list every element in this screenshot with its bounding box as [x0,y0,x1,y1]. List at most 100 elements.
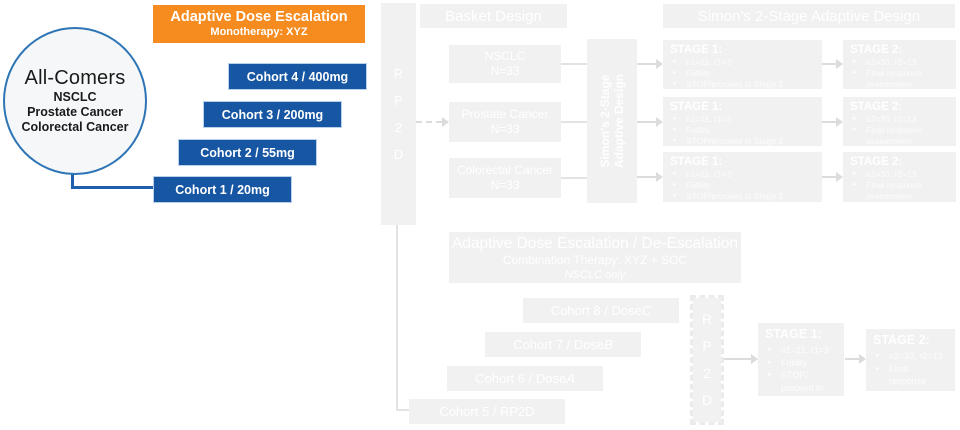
arrow-stage1-stage2-bottom [845,354,866,364]
circle-line-colorectal: Colorectal Cancer [21,120,129,134]
stage-bullet: n1=11, r1=3 [686,114,732,124]
cohort-6-box: Cohort 6 / Dose A [447,366,603,391]
stage1-box-bottom: STAGE 1: ► n1=11, r1=3 ► Futility ► STOP/ p… [758,323,844,405]
rp2d-letter: D [393,147,404,162]
bullet-triangle-icon: ► [852,70,858,76]
monotherapy-header: Adaptive Dose Escalation Monotherapy: XY… [153,5,365,43]
arrow-stage1-stage2-row1 [822,59,843,69]
stage2-box-row2: STAGE 2: ► n2=33, r2=13 ► Final response a… [843,97,956,146]
cohort-dose-letter: B [604,337,613,352]
stage1-box-row3: STAGE 1: ► n1=11, r1=3 ► Futility ► STOP/pr… [663,152,822,202]
cohort-label: Cohort 5 / RP2D [439,404,535,419]
stage-bullet: STOP/proceed to Stage 2 [686,79,784,89]
bullet-triangle-icon: ► [852,127,858,133]
cohort-7-box: Cohort 7 / Dose B [485,332,641,357]
cohort-4-box: Cohort 4 / 400mg [228,63,367,90]
bullet-triangle-icon: ► [875,353,881,359]
stage1-box-row2: STAGE 1: ► n1=11, r1=3 ► Futility ► STOP/pr… [663,97,822,146]
rp2d-letter: R [701,311,713,327]
stage2-box-bottom: STAGE 2: ► n2=33, r2=13 ► Final response a… [866,329,955,399]
monotherapy-title: Adaptive Dose Escalation [170,9,348,25]
arrow-stage1-stage2-row2 [822,117,843,127]
arrow-rp2d-to-arms [416,117,449,127]
circle-title: All-Comers [24,67,126,89]
stage-bullet: STOP/proceed to Stage 2 [686,191,784,201]
bullet-triangle-icon: ► [672,59,678,65]
cohort-1-box: Cohort 1 / 20mg [153,176,292,203]
arm-n: N=33 [490,122,520,136]
cohort-label: Cohort 7 / Dose [513,337,605,352]
stage-title: STAGE 1: [670,44,723,56]
cohort-dose-letter: A [566,371,575,386]
stage-bullet: Final response assessment [889,363,938,399]
stage-title: STAGE 2: [850,156,903,168]
bullet-triangle-icon: ► [767,372,773,378]
bullet-triangle-icon: ► [672,116,678,122]
bullet-triangle-icon: ► [875,365,881,372]
bullet-triangle-icon: ► [852,182,858,188]
line-arm3-simons [561,177,587,179]
connector-rp2d-horizontal [396,409,410,411]
cohort-8-box: Cohort 8 / Dose C [523,298,679,323]
stage-title: STAGE 2: [850,101,903,113]
arm-name: Prostate Cancer [461,107,549,121]
simons-box-line2: Adaptive Design [612,73,626,169]
combination-header: Adaptive Dose Escalation / De-Escalation… [449,232,741,283]
stage-bullet: Final response assessment [866,125,922,146]
arm-prostate-box: Prostate Cancer N=33 [449,102,561,142]
combination-subtitle: Combination Therapy: XYZ + SOC [502,252,688,267]
rp2d-bar-basket: R P 2 D [381,3,416,225]
arm-name: NSCLC [484,49,526,63]
stage-bullet: Futility [686,68,711,78]
stage-title: STAGE 1: [670,101,723,113]
bullet-triangle-icon: ► [672,171,678,177]
bullet-triangle-icon: ► [672,127,678,133]
arrow-stage1-stage2-row3 [822,172,843,182]
arm-name: Colorectal Cancer [456,163,554,177]
stage-bullet: n2=33, r2=13 [866,114,917,124]
stage-bullet: STOP/proceed to Stage 2 [686,136,784,146]
combination-title: Adaptive Dose Escalation / De-Escalation [451,234,739,252]
stage-bullet: n2=33, r2=13 [889,351,943,361]
stage2-box-row1: STAGE 2: ► n2=33, r2=13 ► Final response a… [843,40,956,89]
connector-circle-horizontal [71,186,154,189]
bullet-triangle-icon: ► [672,70,678,76]
rp2d-letter: D [701,392,713,408]
rp2d-letter: P [702,338,712,354]
rp2d-letter: 2 [394,120,403,135]
line-arm2-simons [561,121,587,123]
cohort-dose-letter: C [641,303,652,318]
stage-title: STAGE 2: [873,333,930,347]
line-arm1-simons [561,63,587,65]
basket-design-header: Basket Design [420,4,567,28]
stage-title: STAGE 1: [670,156,723,168]
arrow-simons-stage1-row3 [637,172,663,182]
cohort-label: Cohort 8 / Dose [550,303,642,318]
stage2-box-row3: STAGE 2: ► n2=33, r2=13 ► Final response a… [843,152,956,202]
arrow-simons-stage1-row1 [637,59,663,69]
bullet-triangle-icon: ► [852,59,858,65]
rp2d-letter: R [393,66,404,81]
bullet-triangle-icon: ► [672,138,678,144]
all-comers-circle: All-Comers NSCLC Prostate Cancer Colorec… [3,27,147,175]
monotherapy-subtitle: Monotherapy: XYZ [210,26,308,38]
arm-n: N=33 [490,178,520,192]
bullet-triangle-icon: ► [767,359,773,366]
cohort-2-box: Cohort 2 / 55mg [178,139,317,166]
arm-n: N=33 [490,64,520,78]
stage1-box-row1: STAGE 1: ► n1=11, r1=3 ► Futility ► STOP/pr… [663,40,822,89]
stage-bullet: Futility [781,357,808,368]
simons-design-header: Simon’s 2-Stage Adaptive Design [663,4,955,28]
cohort-5-box: Cohort 5 / RP2D [409,399,565,424]
connector-rp2d-vertical [396,225,398,411]
stage-bullet: Final response assessment [866,180,922,201]
stage-bullet: n1=11, r1=3 [686,169,732,179]
bullet-triangle-icon: ► [672,182,678,188]
simons-2stage-box: Simon’s 2-Stage Adaptive Design [587,39,637,203]
circle-line-prostate: Prostate Cancer [27,105,123,119]
simons-box-line1: Simon’s 2-Stage [598,74,612,168]
arm-colorectal-box: Colorectal Cancer N=33 [449,158,561,198]
bullet-triangle-icon: ► [767,347,773,353]
stage-bullet: n1=11, r1=3 [781,345,829,355]
